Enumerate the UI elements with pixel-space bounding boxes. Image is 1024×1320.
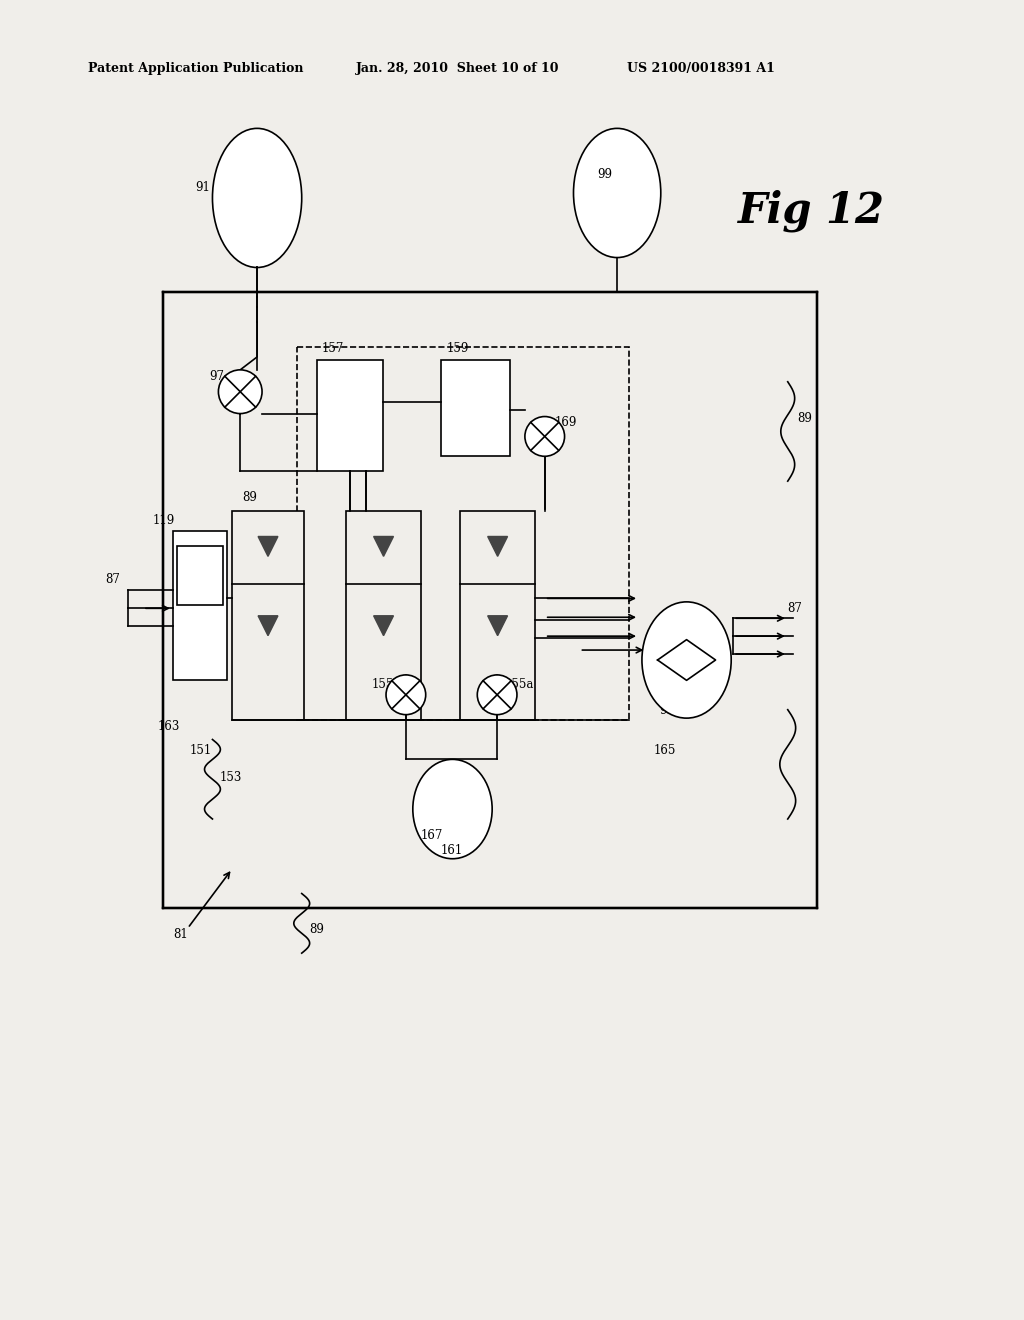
Text: 159: 159 bbox=[446, 342, 469, 355]
Text: 89: 89 bbox=[243, 491, 257, 504]
Ellipse shape bbox=[212, 128, 302, 268]
Bar bbox=[316, 360, 383, 471]
Text: 165: 165 bbox=[654, 744, 676, 758]
Text: 155: 155 bbox=[379, 511, 401, 524]
Bar bbox=[232, 511, 304, 719]
Bar bbox=[297, 347, 629, 719]
Polygon shape bbox=[374, 536, 393, 556]
Bar bbox=[440, 360, 510, 457]
Text: 95: 95 bbox=[658, 704, 674, 717]
Text: 167: 167 bbox=[421, 829, 443, 842]
Text: Jan. 28, 2010  Sheet 10 of 10: Jan. 28, 2010 Sheet 10 of 10 bbox=[356, 62, 560, 75]
Text: Patent Application Publication: Patent Application Publication bbox=[88, 62, 304, 75]
Text: 89: 89 bbox=[309, 923, 325, 936]
Ellipse shape bbox=[573, 128, 660, 257]
Text: US 2100/0018391 A1: US 2100/0018391 A1 bbox=[627, 62, 775, 75]
Polygon shape bbox=[487, 616, 508, 636]
Polygon shape bbox=[258, 536, 278, 556]
Text: 91: 91 bbox=[196, 181, 211, 194]
Polygon shape bbox=[258, 616, 278, 636]
Text: 87: 87 bbox=[105, 573, 120, 586]
Text: Fig 12: Fig 12 bbox=[738, 190, 885, 232]
Text: 163: 163 bbox=[158, 719, 180, 733]
Text: 99: 99 bbox=[597, 168, 612, 181]
Circle shape bbox=[386, 675, 426, 714]
Text: 89: 89 bbox=[798, 412, 812, 425]
Text: 155c: 155c bbox=[349, 511, 378, 524]
Bar bbox=[461, 511, 535, 719]
Polygon shape bbox=[374, 616, 393, 636]
Polygon shape bbox=[487, 536, 508, 556]
Bar bbox=[346, 511, 421, 719]
Circle shape bbox=[525, 417, 564, 457]
Circle shape bbox=[218, 370, 262, 413]
Text: 87: 87 bbox=[787, 602, 803, 615]
Text: 151: 151 bbox=[189, 744, 212, 758]
Ellipse shape bbox=[642, 602, 731, 718]
Text: 81: 81 bbox=[173, 928, 187, 941]
Circle shape bbox=[477, 675, 517, 714]
Ellipse shape bbox=[413, 759, 493, 859]
Text: 153: 153 bbox=[219, 771, 242, 784]
Bar bbox=[163, 292, 817, 908]
Text: 169: 169 bbox=[555, 417, 578, 429]
Text: 161: 161 bbox=[440, 843, 463, 857]
Text: 157: 157 bbox=[322, 342, 344, 355]
Text: 155b: 155b bbox=[371, 678, 401, 690]
Text: 119: 119 bbox=[153, 513, 175, 527]
Bar bbox=[173, 531, 227, 680]
Text: 97: 97 bbox=[210, 370, 224, 383]
Bar bbox=[177, 545, 223, 606]
Text: 155a: 155a bbox=[505, 678, 535, 690]
